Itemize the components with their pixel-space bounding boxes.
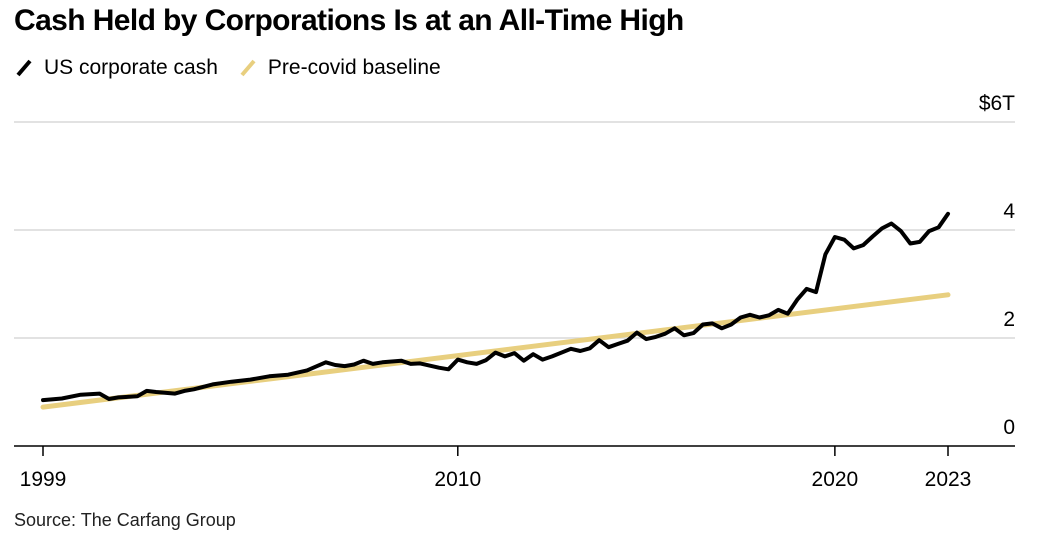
y-tick-label-6: $6T: [979, 92, 1015, 115]
x-tick-label-2023: 2023: [925, 468, 972, 491]
y-tick-label-4: 4: [1003, 200, 1015, 223]
legend-label-us-corporate-cash: US corporate cash: [44, 56, 218, 79]
chart-legend: US corporate cash Pre-covid baseline: [14, 54, 461, 82]
legend-item-us-corporate-cash: US corporate cash: [14, 56, 218, 80]
series-line-us-corporate-cash: [41, 211, 950, 403]
chart-title: Cash Held by Corporations Is at an All-T…: [14, 4, 684, 37]
slash-line-icon: [16, 59, 32, 77]
slash-line-icon: [240, 59, 256, 77]
legend-item-pre-covid-baseline: Pre-covid baseline: [238, 56, 441, 80]
y-tick-label-0: 0: [1003, 416, 1015, 439]
x-tick-label-2020: 2020: [812, 468, 859, 491]
x-tick-label-2010: 2010: [434, 468, 481, 491]
legend-label-pre-covid-baseline: Pre-covid baseline: [267, 56, 441, 79]
source-note: Source: The Carfang Group: [14, 510, 236, 530]
x-tick-label-1999: 1999: [20, 468, 67, 491]
y-tick-label-2: 2: [1003, 308, 1015, 331]
